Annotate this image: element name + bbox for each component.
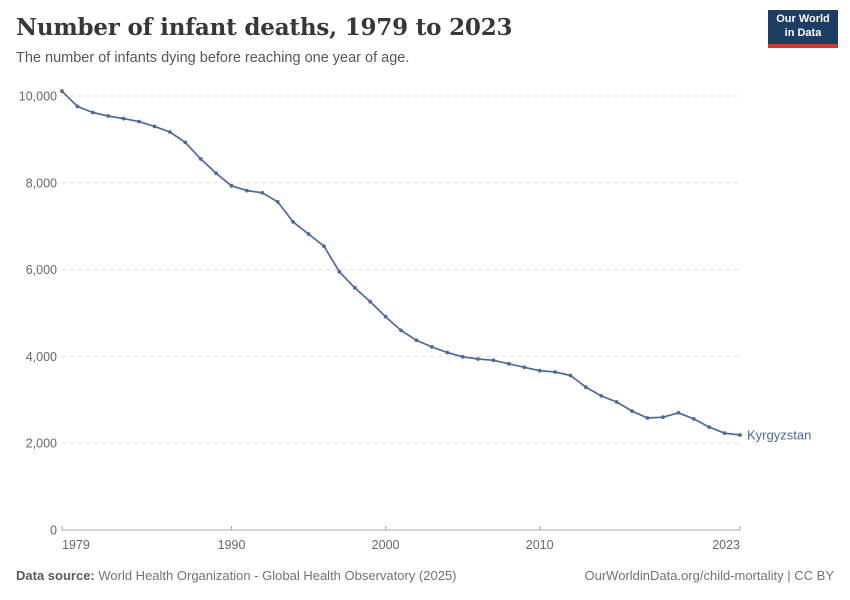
data-point[interactable] bbox=[661, 415, 665, 420]
x-tick-label: 2010 bbox=[526, 538, 554, 552]
data-point[interactable] bbox=[584, 385, 588, 390]
data-point[interactable] bbox=[445, 350, 450, 355]
data-point[interactable] bbox=[322, 244, 326, 249]
y-tick-label: 10,000 bbox=[19, 90, 57, 104]
owid-logo-line2: in Data bbox=[784, 27, 822, 39]
chart-subtitle: The number of infants dying before reach… bbox=[16, 49, 410, 66]
data-point[interactable] bbox=[614, 400, 619, 404]
chart-header: Number of infant deaths, 1979 to 2023 Th… bbox=[16, 14, 756, 67]
y-tick-label: 6,000 bbox=[26, 263, 57, 277]
x-tick-label: 2023 bbox=[712, 538, 740, 552]
data-point[interactable] bbox=[121, 116, 126, 121]
data-point[interactable] bbox=[429, 345, 434, 349]
data-point[interactable] bbox=[507, 361, 511, 366]
x-tick-label: 1979 bbox=[62, 538, 90, 552]
data-point[interactable] bbox=[229, 183, 234, 188]
data-point[interactable] bbox=[568, 373, 573, 378]
data-point[interactable] bbox=[414, 338, 419, 343]
data-point[interactable] bbox=[306, 232, 311, 236]
data-point[interactable] bbox=[60, 89, 64, 94]
owid-logo-text: Our World in Data bbox=[776, 13, 830, 41]
y-tick-label: 0 bbox=[50, 524, 57, 538]
owid-logo[interactable]: Our World in Data bbox=[768, 10, 838, 48]
data-point[interactable] bbox=[183, 140, 188, 145]
x-tick-label: 1990 bbox=[218, 538, 246, 552]
data-source-text: World Health Organization - Global Healt… bbox=[94, 568, 457, 583]
y-tick-label: 8,000 bbox=[26, 176, 57, 190]
data-point[interactable] bbox=[383, 314, 388, 319]
data-point[interactable] bbox=[537, 368, 542, 373]
data-point[interactable] bbox=[352, 285, 357, 290]
data-point[interactable] bbox=[152, 124, 157, 129]
data-point[interactable] bbox=[214, 171, 219, 176]
y-tick-label: 4,000 bbox=[26, 350, 57, 364]
data-point[interactable] bbox=[645, 416, 650, 420]
data-point[interactable] bbox=[738, 433, 742, 437]
data-point[interactable] bbox=[260, 190, 265, 195]
data-point[interactable] bbox=[599, 394, 604, 398]
data-point[interactable] bbox=[522, 365, 527, 370]
data-point[interactable] bbox=[476, 357, 480, 361]
data-line bbox=[61, 90, 741, 436]
owid-credit-link[interactable]: OurWorldinData.org/child-mortality | CC … bbox=[584, 568, 835, 583]
data-point[interactable] bbox=[275, 200, 280, 204]
series-end-label[interactable]: Kyrgyzstan bbox=[747, 427, 811, 442]
data-point[interactable] bbox=[707, 425, 712, 429]
chart-footer: Data source: World Health Organization -… bbox=[16, 568, 834, 585]
data-source-note: Data source: World Health Organization -… bbox=[16, 568, 457, 585]
data-point[interactable] bbox=[630, 409, 634, 413]
data-point[interactable] bbox=[691, 417, 696, 421]
data-point[interactable] bbox=[291, 220, 295, 224]
x-tick-label: 2000 bbox=[372, 538, 400, 552]
data-point[interactable] bbox=[491, 358, 496, 363]
data-point[interactable] bbox=[460, 354, 465, 359]
owid-logo-line1: Our World bbox=[776, 13, 830, 26]
data-point[interactable] bbox=[245, 188, 249, 193]
data-point[interactable] bbox=[399, 328, 403, 333]
data-point[interactable] bbox=[168, 130, 172, 134]
data-point[interactable] bbox=[722, 431, 727, 436]
data-point[interactable] bbox=[553, 370, 557, 374]
data-point[interactable] bbox=[137, 119, 141, 124]
data-point[interactable] bbox=[90, 110, 95, 115]
data-point[interactable] bbox=[106, 114, 111, 118]
data-point[interactable] bbox=[337, 269, 342, 274]
page-title: Number of infant deaths, 1979 to 2023 bbox=[16, 14, 513, 41]
data-point[interactable] bbox=[198, 157, 203, 161]
data-source-label: Data source: bbox=[16, 568, 95, 583]
data-point[interactable] bbox=[676, 410, 681, 415]
data-point[interactable] bbox=[75, 104, 80, 109]
y-tick-label: 2,000 bbox=[26, 437, 57, 451]
data-point[interactable] bbox=[368, 299, 373, 304]
